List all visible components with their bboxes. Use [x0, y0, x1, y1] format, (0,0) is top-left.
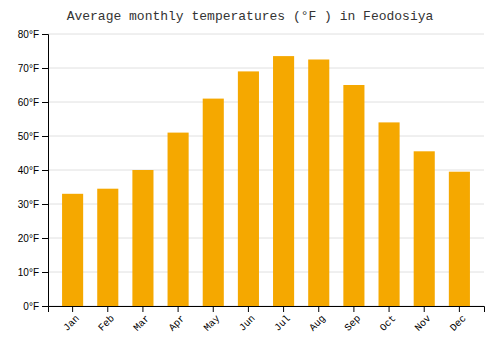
tick-label: 10°F	[18, 267, 39, 278]
bar	[168, 133, 189, 306]
tick: 20°F	[18, 233, 48, 244]
tick-label: Nov	[413, 313, 434, 334]
tick-mark	[389, 306, 390, 312]
tick: Jun	[237, 306, 258, 334]
bar	[203, 99, 224, 306]
tick-label: 40°F	[18, 165, 39, 176]
tick: Apr	[167, 306, 188, 334]
tick-mark	[42, 68, 48, 69]
tick-label: 30°F	[18, 199, 39, 210]
tick-mark	[42, 306, 48, 307]
grid	[48, 34, 484, 306]
tick-mark	[42, 204, 48, 205]
y-axis: 0°F 10°F 20°F 30°F 40°F 50°F 60°F 70°F 80°F	[18, 29, 49, 312]
tick-label: 60°F	[18, 97, 39, 108]
tick: Jul	[272, 306, 293, 334]
tick: Oct	[378, 306, 399, 334]
chart: 0°F 10°F 20°F 30°F 40°F 50°F 60°F 70°F 80°F Jan Fe…	[0, 0, 500, 350]
title: Average monthly temperatures (°F ) in Fe…	[67, 9, 434, 24]
axis-line	[42, 35, 49, 307]
tick-mark	[318, 306, 319, 312]
bar	[449, 172, 470, 306]
grid-line	[48, 136, 484, 137]
tick: 50°F	[18, 131, 48, 142]
bars	[62, 56, 470, 306]
tick: Aug	[307, 306, 328, 334]
tick-mark	[178, 306, 179, 312]
tick: May	[202, 306, 223, 334]
grid-line	[48, 34, 484, 35]
tick-label: Jul	[272, 313, 293, 334]
tick: Sep	[343, 306, 364, 334]
tick-mark	[353, 306, 354, 312]
tick-mark	[459, 306, 460, 312]
bar	[379, 122, 400, 306]
grid-line	[48, 102, 484, 103]
tick-label: 70°F	[18, 63, 39, 74]
x-axis: Jan Feb Mar Apr May Jun Jul Aug Sep Oct Nov Dec	[49, 306, 485, 334]
tick: 10°F	[18, 267, 48, 278]
tick-mark	[142, 306, 143, 312]
bar	[238, 71, 259, 306]
tick-label: Mar	[132, 313, 153, 334]
tick-mark	[42, 34, 48, 35]
tick: Mar	[132, 306, 153, 334]
tick-label: 50°F	[18, 131, 39, 142]
bar	[308, 60, 329, 307]
tick-label: Dec	[448, 313, 469, 334]
tick-mark	[107, 306, 108, 312]
plot-area: 0°F 10°F 20°F 30°F 40°F 50°F 60°F 70°F 80°F Jan Fe…	[18, 29, 485, 334]
tick-label: 80°F	[18, 29, 39, 40]
bar	[97, 189, 118, 306]
tick-label: Jun	[237, 313, 258, 334]
tick-mark	[248, 306, 249, 312]
tick: 70°F	[18, 63, 48, 74]
tick-mark	[424, 306, 425, 312]
bar	[273, 56, 294, 306]
bar	[414, 151, 435, 306]
tick-mark	[42, 102, 48, 103]
tick: Dec	[448, 306, 469, 334]
tick-mark	[213, 306, 214, 312]
bar	[62, 194, 83, 306]
tick-mark	[72, 306, 73, 312]
tick-mark	[283, 306, 284, 312]
tick: Jan	[61, 306, 82, 334]
tick: 0°F	[23, 301, 48, 312]
tick-label: Apr	[167, 313, 188, 334]
tick-mark	[42, 272, 48, 273]
tick-label: Jan	[61, 313, 82, 334]
grid-line	[48, 68, 484, 69]
tick-label: 0°F	[23, 301, 39, 312]
tick-mark	[42, 136, 48, 137]
tick: Feb	[96, 306, 117, 334]
tick-label: Aug	[307, 313, 328, 334]
tick-label: Feb	[96, 313, 117, 334]
tick-label: Oct	[378, 313, 399, 334]
tick-label: Sep	[343, 313, 364, 334]
bar	[343, 85, 364, 306]
axis-line	[49, 307, 485, 313]
tick: 40°F	[18, 165, 48, 176]
tick: 30°F	[18, 199, 48, 210]
tick: 60°F	[18, 97, 48, 108]
tick: Nov	[413, 306, 434, 334]
tick: 80°F	[18, 29, 48, 40]
tick-mark	[42, 238, 48, 239]
tick-label: May	[202, 313, 223, 334]
tick-label: 20°F	[18, 233, 39, 244]
bar	[132, 170, 153, 306]
tick-mark	[42, 170, 48, 171]
